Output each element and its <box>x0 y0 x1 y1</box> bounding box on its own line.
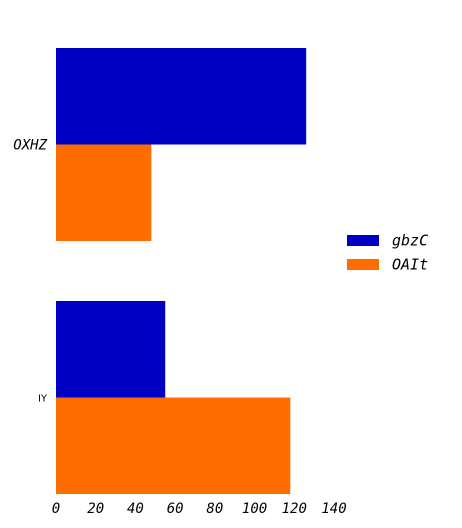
legend-label-gbzc: gbzC <box>392 232 428 250</box>
bar-iy-gbzc <box>56 301 166 398</box>
x-tick-label-80: 80 <box>206 501 223 517</box>
category-labels: OXHZ IY <box>13 138 48 405</box>
bar-oxhz-oait <box>56 144 152 241</box>
legend-swatch-oait <box>347 259 379 270</box>
x-tick-label-0: 0 <box>52 501 60 517</box>
bar-oxhz-gbzc <box>56 48 307 145</box>
x-tick-label-120: 120 <box>282 501 307 517</box>
x-tick-label-40: 40 <box>127 501 144 517</box>
x-tick-label-100: 100 <box>242 501 267 517</box>
x-tick-label-60: 60 <box>167 501 184 517</box>
bar-iy-oait <box>56 397 291 494</box>
category-label-iy: IY <box>38 394 48 405</box>
x-tick-label-140: 140 <box>321 501 346 517</box>
category-label-oxhz: OXHZ <box>13 138 47 154</box>
x-tick-label-20: 20 <box>87 501 104 517</box>
legend-label-oait: OAIt <box>392 256 428 274</box>
legend-swatch-gbzc <box>347 235 379 246</box>
x-axis-ticks: 0 20 40 60 80 100 120 140 <box>52 501 347 517</box>
bars-group <box>56 48 307 494</box>
legend: gbzC OAIt <box>347 232 428 274</box>
